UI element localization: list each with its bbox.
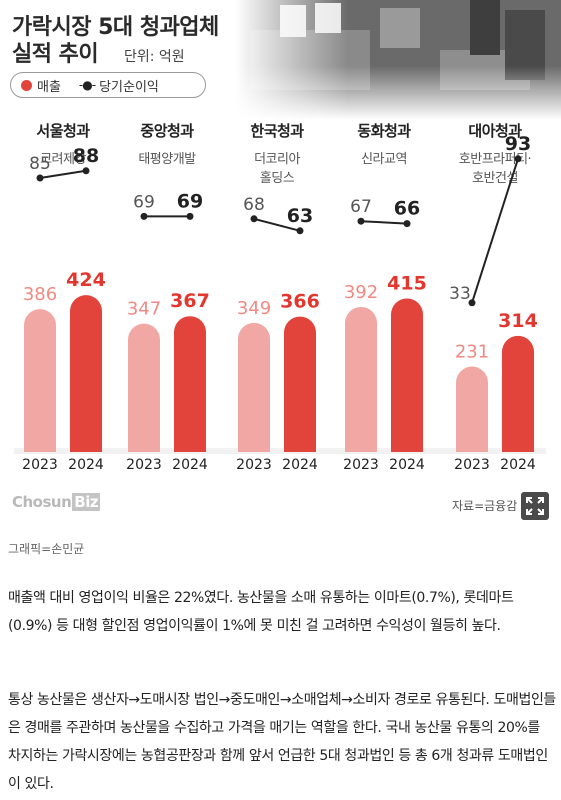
parent-line: 더코리아 xyxy=(254,152,300,167)
profit-point xyxy=(186,212,194,220)
profit-value-label: 88 xyxy=(73,145,99,167)
legend-sales-label: 매출 xyxy=(37,79,61,95)
parent-line: 고려제강 xyxy=(40,152,86,167)
legend-profit-label: 당기순이익 xyxy=(99,79,159,95)
sales-value-label: 349 xyxy=(237,298,271,319)
profit-point xyxy=(250,215,258,223)
parent-company-jungang: 태평양개발 xyxy=(115,150,219,169)
image-caption: 그래픽=손민균 xyxy=(8,542,85,556)
year-tick-label: 2023 xyxy=(22,457,58,473)
profit-value-label: 93 xyxy=(505,133,531,155)
profit-value-label: 33 xyxy=(449,284,471,304)
sales-value-label: 386 xyxy=(23,284,57,305)
parent-line: 태평양개발 xyxy=(138,152,196,167)
parent-company-daea: 호반프라퍼티· 호반건설 xyxy=(443,150,547,188)
source-note: 자료=금융감 xyxy=(452,499,518,513)
year-tick-label: 2024 xyxy=(68,457,104,473)
profit-point xyxy=(357,217,365,225)
sales-bar xyxy=(70,295,102,452)
infographic: 가락시장 5대 청과업체 실적 추이 단위: 억원 매출 -●- 당기순이익 서… xyxy=(0,0,561,520)
year-tick-label: 2023 xyxy=(343,457,379,473)
sales-value-label: 415 xyxy=(387,272,427,294)
article-paragraph: 통상 농산물은 생산자→도매시장 법인→중도매인→소매업체→소비자 경로로 유통… xyxy=(8,692,556,792)
profit-point xyxy=(468,299,476,307)
sales-bar xyxy=(345,306,377,452)
chosunbiz-logo: Chosun Biz xyxy=(12,493,101,511)
profit-line xyxy=(360,220,408,225)
sales-value-label: 314 xyxy=(498,310,538,332)
year-tick-label: 2023 xyxy=(126,457,162,473)
profit-point xyxy=(514,155,522,163)
profit-value-label: 85 xyxy=(29,154,51,174)
profit-point xyxy=(296,227,304,235)
company-name-donghwa: 동화청과 xyxy=(357,122,411,140)
parent-line: 호반프라퍼티· xyxy=(458,152,532,167)
brand-main: Chosun xyxy=(12,493,72,511)
sales-value-label: 367 xyxy=(170,290,210,312)
year-tick-label: 2024 xyxy=(172,457,208,473)
year-tick-label: 2023 xyxy=(454,457,490,473)
unit-label: 단위: 억원 xyxy=(124,49,185,65)
profit-value-label: 67 xyxy=(350,197,372,217)
company-name-seoul: 서울청과 xyxy=(36,122,90,140)
sales-value-label: 231 xyxy=(455,342,489,363)
chart-title-line1: 가락시장 5대 청과업체 xyxy=(12,15,219,40)
sales-value-label: 366 xyxy=(280,291,320,313)
sales-value-label: 392 xyxy=(344,282,378,303)
profit-value-label: 66 xyxy=(394,198,420,220)
profit-point xyxy=(403,220,411,228)
profit-line xyxy=(471,158,519,304)
profit-point xyxy=(82,167,90,175)
sales-value-label: 347 xyxy=(127,299,161,320)
legend: 매출 -●- 당기순이익 xyxy=(10,72,206,98)
profit-value-label: 69 xyxy=(177,190,203,212)
chart-plot: 386 2023 424 2024 85 88 347 2023 367 2024 69 69 349 2… xyxy=(14,133,546,473)
year-tick-label: 2023 xyxy=(236,457,272,473)
sales-legend-dot xyxy=(21,79,32,91)
sales-bar xyxy=(284,316,316,452)
sales-value-label: 424 xyxy=(66,269,106,291)
year-tick-label: 2024 xyxy=(500,457,536,473)
profit-value-label: 68 xyxy=(243,195,265,215)
profit-point xyxy=(36,174,44,182)
sales-bar xyxy=(24,309,56,452)
profit-line xyxy=(39,169,87,179)
parent-company-donghwa: 신라교역 xyxy=(332,150,436,169)
market-photo xyxy=(0,0,561,120)
expand-icon[interactable] xyxy=(521,492,549,520)
profit-value-label: 69 xyxy=(133,192,155,212)
parent-line: 신라교역 xyxy=(361,152,407,167)
parent-line: 홀딩스 xyxy=(259,171,295,186)
sales-bar xyxy=(174,316,206,452)
parent-line: 호반건설 xyxy=(472,171,518,186)
company-name-daea: 대아청과 xyxy=(468,122,522,140)
parent-company-seoul: 고려제강 xyxy=(11,150,115,169)
profit-line xyxy=(253,217,301,232)
sales-bar xyxy=(502,335,534,452)
sales-bar xyxy=(238,322,270,452)
sales-bar xyxy=(456,366,488,452)
company-name-hankook: 한국청과 xyxy=(250,122,304,140)
profit-point xyxy=(140,212,148,220)
brand-tail: Biz xyxy=(72,493,101,511)
profit-value-label: 63 xyxy=(287,205,313,227)
year-tick-label: 2024 xyxy=(282,457,318,473)
baseline xyxy=(14,448,546,454)
sales-bar xyxy=(391,298,423,452)
company-name-jungang: 중앙청과 xyxy=(140,122,194,140)
article-paragraph: 매출액 대비 영업이익 비율은 22%였다. 농산물을 소매 유통하는 이마트(… xyxy=(8,590,514,634)
sales-bar xyxy=(128,323,160,452)
profit-legend-symbol: -●- xyxy=(78,78,96,92)
chart-title-line2: 실적 추이 xyxy=(12,42,99,67)
year-tick-label: 2024 xyxy=(389,457,425,473)
